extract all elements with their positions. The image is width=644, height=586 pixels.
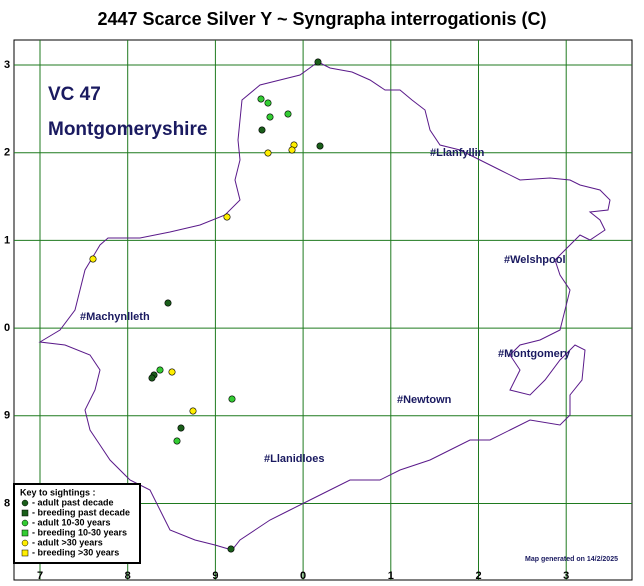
dot (168, 368, 176, 376)
frame (13, 39, 633, 581)
town: #Welshpool (504, 254, 566, 266)
town: #Llanfyllin (430, 147, 485, 159)
dot (89, 255, 97, 263)
dot (316, 142, 324, 150)
legend-item: - adult >30 years (32, 537, 103, 547)
town: #Newtown (397, 394, 452, 406)
x-grid-label: 3 (563, 570, 569, 582)
y-grid-label: 0 (4, 322, 10, 334)
x-grid-label: 1 (388, 570, 394, 582)
y-grid-label: 2 (4, 147, 10, 159)
x-grid-label: 8 (125, 570, 131, 582)
county-boundary (38, 61, 611, 551)
legend-item: - breeding past decade (32, 507, 130, 517)
dot (177, 424, 185, 432)
dot (314, 58, 322, 66)
dot (284, 110, 292, 118)
legend-title: Key to sightings : (20, 487, 96, 497)
town: #Machynlleth (80, 311, 150, 323)
footer: Map generated on 14/2/2025 (525, 556, 618, 563)
dot (266, 113, 274, 121)
dot (257, 95, 265, 103)
dot (164, 299, 172, 307)
dot (258, 126, 266, 134)
dot (227, 545, 235, 553)
dot (228, 395, 236, 403)
legend-box (13, 483, 141, 564)
legend-item: - breeding 10-30 years (32, 527, 127, 537)
x-grid-label: 7 (37, 570, 43, 582)
dot (189, 407, 197, 415)
legend-item: - adult 10-30 years (32, 517, 111, 527)
dot (156, 366, 164, 374)
y-grid-label: 3 (4, 59, 10, 71)
x-grid-label: 2 (475, 570, 481, 582)
y-grid-label: 8 (4, 497, 10, 509)
dot (223, 213, 231, 221)
title: 2447 Scarce Silver Y ~ Syngrapha interro… (97, 9, 546, 29)
legend-symbol (21, 549, 29, 557)
y-grid-label: 1 (4, 234, 10, 246)
dot (148, 374, 156, 382)
x-grid-label: 9 (212, 570, 218, 582)
legend-item: - breeding >30 years (32, 547, 119, 557)
legend-symbol (21, 509, 29, 517)
legend-symbol (21, 539, 29, 547)
legend-symbol (21, 519, 29, 527)
dot (264, 149, 272, 157)
legend-item: - adult past decade (32, 497, 114, 507)
dot (173, 437, 181, 445)
dot (264, 99, 272, 107)
county-label: Montgomeryshire (48, 119, 207, 140)
legend: Key to sightings : - adult past decade -… (13, 483, 141, 564)
dot (288, 146, 296, 154)
legend-symbol (21, 529, 29, 537)
vc-label: VC 47 (48, 84, 101, 105)
town: #Montgomery (498, 348, 571, 360)
sightings (89, 58, 324, 553)
x-grid-label: 0 (300, 570, 306, 582)
town: #Llanidloes (264, 453, 325, 465)
y-grid-label: 9 (4, 410, 10, 422)
legend-symbol (21, 499, 29, 507)
